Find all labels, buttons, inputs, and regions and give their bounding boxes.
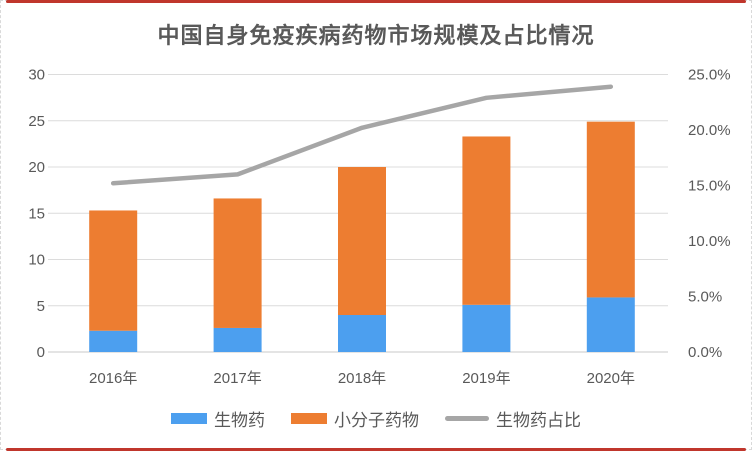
- bar-segment-小分子药物: [338, 167, 386, 315]
- legend-label-biologics-share: 生物药占比: [496, 411, 581, 430]
- bar-segment-小分子药物: [213, 198, 262, 328]
- legend-item-small-molecule: 小分子药物: [291, 406, 419, 431]
- y-axis-right-tick-label: 25.0%: [688, 67, 731, 84]
- bar-segment-生物药: [462, 304, 511, 352]
- legend-item-biologics-share: 生物药占比: [445, 406, 581, 431]
- y-axis-left-tick-label: 30: [28, 67, 45, 84]
- bar-segment-生物药: [213, 327, 262, 352]
- y-axis-right-tick-label: 20.0%: [688, 122, 731, 139]
- x-axis-label: 2019年: [462, 370, 510, 387]
- x-axis-label: 2017年: [213, 370, 261, 387]
- bottom-red-border-line: [6, 448, 746, 451]
- chart-title: 中国自身免疫疾病药物市场规模及占比情况: [157, 23, 595, 48]
- y-axis-right-tick-label: 5.0%: [688, 289, 722, 306]
- y-axis-right-tick-label: 10.0%: [688, 233, 731, 250]
- bar-segment-生物药: [586, 297, 635, 352]
- y-axis-left-tick-label: 20: [28, 159, 45, 176]
- bar-segment-生物药: [89, 330, 138, 352]
- legend-swatch-small-molecule: [291, 413, 327, 424]
- legend-label-small-molecule: 小分子药物: [334, 411, 419, 430]
- bar-segment-小分子药物: [89, 210, 138, 331]
- bar-segment-生物药: [338, 315, 386, 352]
- bar-segment-小分子药物: [586, 121, 635, 298]
- y-axis-left-tick-label: 0: [37, 344, 45, 361]
- legend-label-biologics: 生物药: [214, 411, 265, 430]
- legend-swatch-biologics-share-line: [445, 416, 489, 421]
- x-axis-label: 2018年: [338, 370, 386, 387]
- y-axis-left-tick-label: 25: [28, 113, 45, 130]
- x-axis-label: 2020年: [587, 370, 635, 387]
- legend-item-biologics: 生物药: [171, 406, 265, 431]
- x-axis-label: 2016年: [89, 370, 137, 387]
- top-red-border-line: [6, 0, 746, 3]
- biologics-share-line: [110, 84, 614, 186]
- y-axis-left-tick-label: 15: [28, 205, 45, 222]
- y-axis-left-tick-label: 10: [28, 252, 45, 269]
- y-axis-right-tick-label: 15.0%: [688, 178, 731, 195]
- y-axis-left-tick-label: 5: [37, 298, 45, 315]
- legend: 生物药 小分子药物 生物药占比: [0, 406, 752, 431]
- y-axis-right-tick-label: 0.0%: [688, 344, 722, 361]
- legend-swatch-biologics: [171, 413, 207, 424]
- bar-segment-小分子药物: [462, 136, 511, 305]
